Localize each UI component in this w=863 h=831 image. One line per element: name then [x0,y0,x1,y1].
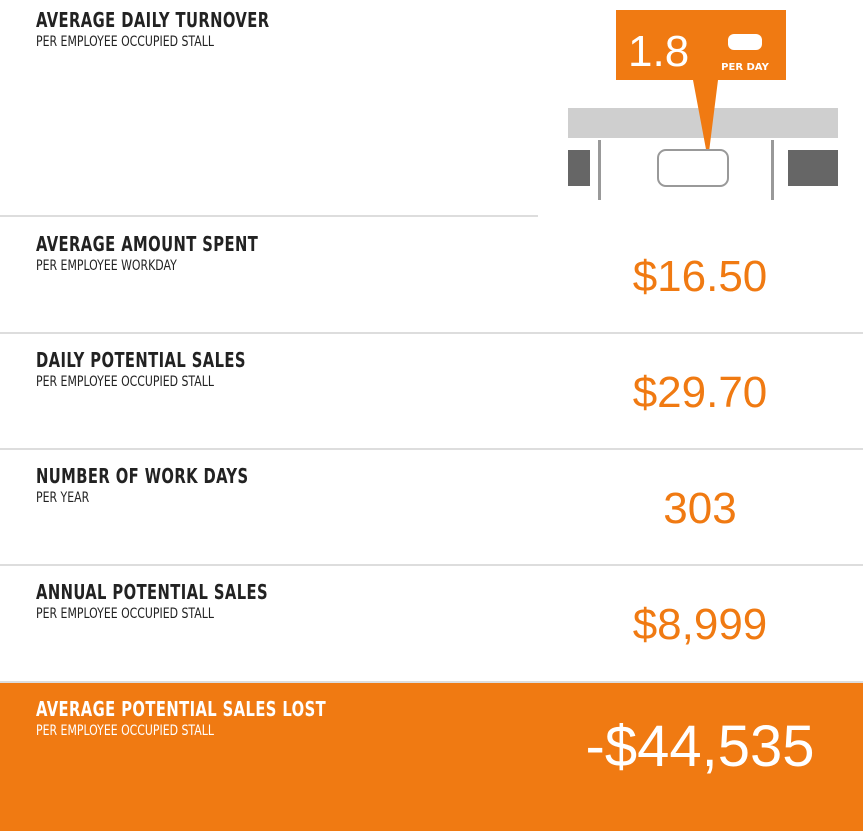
stat-row: NUMBER OF WORK DAYS PER YEAR 303 [0,450,863,566]
subtitle: PER EMPLOYEE OCCUPIED STALL [36,34,214,50]
parking-illustration: 1.8 PER DAY [568,10,838,200]
subtitle: PER EMPLOYEE OCCUPIED STALL [36,723,214,739]
stat-row: DAILY POTENTIAL SALES PER EMPLOYEE OCCUPI… [0,334,863,450]
stat-row: ANNUAL POTENTIAL SALES PER EMPLOYEE OCCUP… [0,566,863,683]
value: -$44,535 [585,714,815,779]
title: AVERAGE DAILY TURNOVER [36,8,270,32]
divider [0,564,863,566]
title: NUMBER OF WORK DAYS [36,464,249,488]
divider [0,215,538,217]
label: DAILY POTENTIAL SALES PER EMPLOYEE OCCUPI… [36,348,292,390]
subtitle: PER EMPLOYEE OCCUPIED STALL [36,374,214,390]
value: 303 [663,484,737,533]
turnover-value: 1.8 [628,27,689,76]
title: ANNUAL POTENTIAL SALES [36,580,269,604]
value: $8,999 [632,600,768,649]
value: $16.50 [632,252,768,301]
label: AVERAGE POTENTIAL SALES LOST PER EMPLOYEE… [36,697,390,739]
divider [0,681,863,683]
subtitle: PER EMPLOYEE WORKDAY [36,258,177,274]
title: AVERAGE AMOUNT SPENT [36,232,259,256]
title: AVERAGE POTENTIAL SALES LOST [36,697,327,721]
label: NUMBER OF WORK DAYS PER YEAR [36,464,295,506]
value: $29.70 [632,368,768,417]
turnover-row: AVERAGE DAILY TURNOVER PER EMPLOYEE OCCU… [0,0,863,217]
divider [0,448,863,450]
subtitle: PER EMPLOYEE OCCUPIED STALL [36,606,214,622]
label: AVERAGE AMOUNT SPENT PER EMPLOYEE WORKDAY [36,232,307,274]
subtitle: PER YEAR [36,490,90,506]
label: ANNUAL POTENTIAL SALES PER EMPLOYEE OCCUP… [36,580,319,622]
title: DAILY POTENTIAL SALES [36,348,246,372]
divider [0,332,863,334]
stat-row: AVERAGE POTENTIAL SALES LOST PER EMPLOYEE… [0,683,863,831]
turnover-unit: PER DAY [721,62,769,73]
stat-row: AVERAGE AMOUNT SPENT PER EMPLOYEE WORKDAY… [0,218,863,334]
label: AVERAGE DAILY TURNOVER PER EMPLOYEE OCCU… [36,8,321,50]
